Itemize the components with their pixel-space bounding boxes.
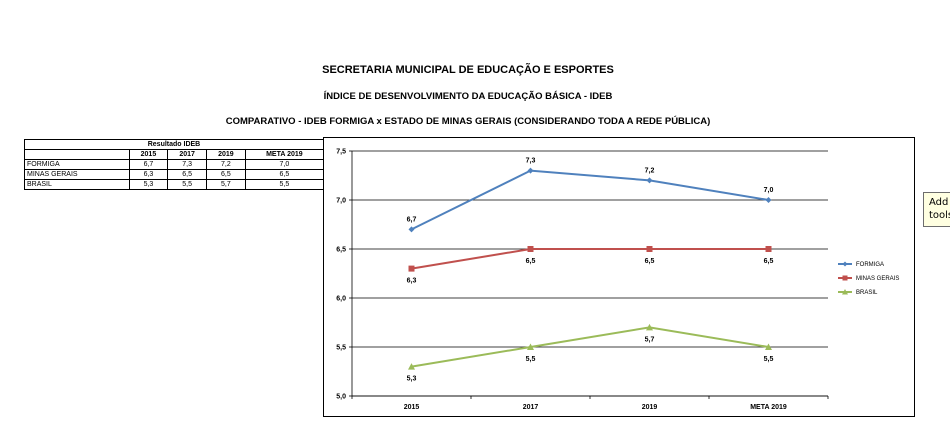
page-subtitle: ÍNDICE DE DESENVOLVIMENTO DA EDUCAÇÃO BÁ… — [323, 91, 613, 102]
data-label: 5,5 — [764, 356, 774, 363]
point-marker — [408, 226, 415, 233]
table-cell: 6,3 — [128, 169, 169, 180]
data-label: 6,5 — [764, 258, 774, 265]
series-line — [411, 326, 769, 368]
table-cell: 5,7 — [206, 179, 246, 190]
table-row: FORMIGA 6,7 7,3 7,2 7,0 — [24, 159, 325, 170]
data-label: 7,2 — [645, 167, 655, 174]
legend-label: FORMIGA — [856, 262, 884, 268]
table-cell: 6,5 — [244, 169, 325, 180]
point-marker — [527, 343, 534, 350]
x-tick-label: 2017 — [523, 404, 539, 411]
point-marker — [646, 177, 653, 184]
data-label: 6,3 — [407, 278, 417, 285]
data-label: 6,7 — [407, 216, 417, 223]
comment-tooltip[interactable]: Add comm tools — [923, 192, 950, 227]
x-tick-label: 2019 — [642, 404, 658, 411]
table-cell: 6,7 — [128, 159, 169, 170]
table-header: 2019 — [206, 149, 246, 160]
tooltip-line: tools — [929, 210, 950, 221]
point-marker — [765, 197, 772, 203]
table-header: META 2019 — [244, 149, 325, 160]
tooltip-line: Add comm — [929, 197, 950, 208]
table-caption: Resultado IDEB — [24, 139, 324, 150]
data-label: 6,5 — [526, 258, 536, 265]
table-header-empty — [24, 149, 130, 160]
row-label: BRASIL — [24, 179, 130, 190]
table-header: 2017 — [167, 149, 208, 160]
data-label: 6,5 — [645, 258, 655, 265]
data-label: 7,3 — [526, 158, 536, 165]
table-cell: 5,5 — [244, 179, 325, 190]
table-caption-row: Resultado IDEB — [24, 139, 324, 150]
y-tick-label: 5,5 — [336, 345, 346, 352]
ideb-line-chart[interactable]: 5,0 5,5 6,0 6,5 7,0 7,5 2015 2017 2019 META 2019 6… — [323, 137, 915, 417]
data-label: 5,7 — [645, 336, 655, 343]
table-header-row: 2015 2017 2019 META 2019 — [24, 149, 325, 160]
series-line — [411, 169, 769, 231]
legend-label: MINAS GERAIS — [856, 276, 899, 282]
y-tick-label: 5,0 — [336, 394, 346, 401]
table-cell: 5,5 — [167, 179, 208, 190]
x-tick-label: META 2019 — [750, 404, 787, 411]
ideb-results-table: Resultado IDEB 2015 2017 2019 META 2019 … — [24, 139, 325, 190]
y-tick-label: 7,0 — [336, 198, 346, 205]
point-marker — [842, 289, 848, 295]
row-label: FORMIGA — [24, 159, 130, 170]
y-tick-label: 6,0 — [336, 296, 346, 303]
point-marker — [842, 275, 848, 281]
table-row: BRASIL 5,3 5,5 5,7 5,5 — [24, 179, 325, 190]
chart-canvas: 5,0 5,5 6,0 6,5 7,0 7,5 2015 2017 2019 META 2019 6… — [336, 149, 899, 412]
y-tick-label: 6,5 — [336, 247, 346, 254]
table-cell: 6,5 — [206, 169, 246, 180]
point-marker — [765, 343, 772, 350]
table-header: 2015 — [128, 149, 169, 160]
table-cell: 7,2 — [206, 159, 246, 170]
page-title: SECRETARIA MUNICIPAL DE EDUCAÇÃO E ESPOR… — [322, 64, 614, 76]
data-label: 5,3 — [407, 376, 417, 383]
data-label: 5,5 — [526, 356, 536, 363]
point-marker — [646, 323, 653, 331]
data-label: 7,0 — [764, 187, 774, 194]
point-marker — [408, 265, 415, 272]
table-cell: 5,3 — [128, 179, 169, 190]
x-tick-label: 2015 — [404, 404, 420, 411]
point-marker — [527, 167, 534, 174]
table-cell: 7,0 — [244, 159, 325, 170]
chart-heading: COMPARATIVO - IDEB FORMIGA x ESTADO DE M… — [225, 116, 711, 127]
table-row: MINAS GERAIS 6,3 6,5 6,5 6,5 — [24, 169, 325, 180]
point-marker — [765, 246, 772, 252]
legend-label: BRASIL — [856, 290, 878, 296]
table-cell: 7,3 — [167, 159, 208, 170]
point-marker — [842, 261, 848, 267]
row-label: MINAS GERAIS — [24, 169, 130, 180]
table-cell: 6,5 — [167, 169, 208, 180]
point-marker — [527, 246, 534, 252]
y-tick-label: 7,5 — [336, 149, 346, 156]
point-marker — [646, 246, 653, 252]
point-marker — [408, 363, 415, 370]
series-line — [411, 248, 769, 270]
